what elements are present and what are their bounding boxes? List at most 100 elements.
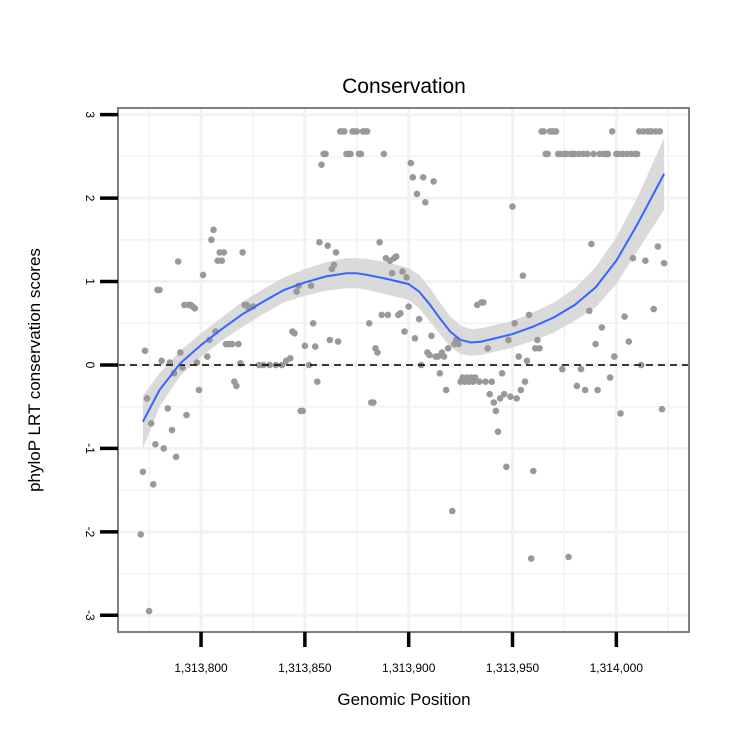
data-point <box>397 310 404 317</box>
data-point <box>147 420 155 427</box>
data-point <box>357 150 365 158</box>
data-point <box>174 258 182 265</box>
data-point <box>513 395 520 402</box>
data-point <box>577 365 585 373</box>
data-point <box>278 361 286 369</box>
data-point <box>228 340 236 348</box>
data-point <box>428 332 435 340</box>
data-point <box>598 324 606 331</box>
y-axis-title: phyloP LRT conservation scores <box>25 248 44 492</box>
data-point <box>442 386 450 394</box>
data-point <box>515 353 522 360</box>
data-point <box>233 382 240 390</box>
data-point <box>388 269 396 277</box>
data-point <box>586 307 593 315</box>
data-point <box>318 161 325 168</box>
data-point <box>139 468 147 476</box>
data-point <box>411 335 419 342</box>
data-point <box>191 305 199 312</box>
data-point <box>500 390 508 398</box>
data-point <box>444 345 452 352</box>
data-point <box>401 328 408 335</box>
data-point <box>604 150 612 158</box>
data-point <box>177 349 184 356</box>
data-point <box>164 405 172 412</box>
x-tick-label: 1,314,000 <box>590 661 644 675</box>
data-point <box>482 378 489 386</box>
y-tick-label: 1 <box>83 278 97 285</box>
chart-title: Conservation <box>342 75 466 98</box>
data-point <box>637 361 645 369</box>
data-point <box>378 311 386 319</box>
data-point <box>492 407 500 415</box>
data-point <box>392 253 400 260</box>
data-point <box>218 257 226 265</box>
data-point <box>341 128 348 135</box>
data-point <box>536 345 543 352</box>
data-point <box>642 257 649 265</box>
y-tick-label: 0 <box>83 362 97 369</box>
data-point <box>430 178 437 185</box>
data-point <box>407 159 415 167</box>
data-point <box>370 399 377 406</box>
data-point <box>621 313 628 320</box>
data-point <box>590 150 597 158</box>
data-point <box>494 428 502 436</box>
data-point <box>544 150 552 158</box>
plot-panel-border <box>117 107 690 633</box>
data-point <box>141 347 149 355</box>
data-point <box>507 393 514 401</box>
data-point <box>210 226 217 234</box>
data-point <box>137 531 145 538</box>
axis-layer: 1,313,800 1,313,850 1,313,900 1,313,950 1,31… <box>83 111 643 675</box>
data-point <box>239 249 246 256</box>
data-point <box>266 361 273 369</box>
data-point <box>347 150 354 158</box>
data-point <box>293 288 300 295</box>
data-point <box>422 199 429 206</box>
data-point <box>330 261 338 269</box>
data-point <box>183 411 190 419</box>
data-point <box>158 357 165 365</box>
data-point <box>617 410 624 417</box>
data-point <box>511 320 518 327</box>
data-point <box>440 353 448 360</box>
data-point <box>143 395 151 402</box>
data-point <box>150 481 157 488</box>
data-point <box>588 240 595 248</box>
data-point <box>204 353 211 360</box>
data-point <box>527 555 535 562</box>
data-point <box>160 445 167 452</box>
data-point <box>426 351 433 359</box>
data-point <box>594 386 601 394</box>
data-point <box>498 370 506 377</box>
plot-panel-background <box>118 108 689 632</box>
data-point <box>199 271 207 279</box>
data-point <box>287 355 294 362</box>
x-axis-title: Genomic Position <box>337 690 470 709</box>
data-point <box>606 374 614 381</box>
data-point <box>581 386 589 394</box>
data-point <box>534 336 541 344</box>
data-point <box>573 382 581 390</box>
data-point <box>145 607 153 615</box>
data-point <box>409 174 417 181</box>
y-tick-label: -2 <box>83 527 97 538</box>
data-point <box>654 243 662 250</box>
data-point <box>334 338 342 345</box>
data-point <box>592 340 599 348</box>
data-point <box>179 364 186 371</box>
data-point <box>552 128 560 135</box>
data-point <box>168 426 176 434</box>
data-point <box>312 343 319 350</box>
data-point <box>517 386 525 394</box>
data-point <box>633 150 641 158</box>
data-point <box>403 274 410 281</box>
x-tick-label: 1,313,800 <box>174 661 228 675</box>
data-point <box>490 399 498 406</box>
data-point <box>611 353 618 360</box>
y-tick-label: -3 <box>83 610 97 621</box>
data-point <box>365 320 373 327</box>
data-point <box>419 174 427 181</box>
points-layer <box>137 128 668 615</box>
